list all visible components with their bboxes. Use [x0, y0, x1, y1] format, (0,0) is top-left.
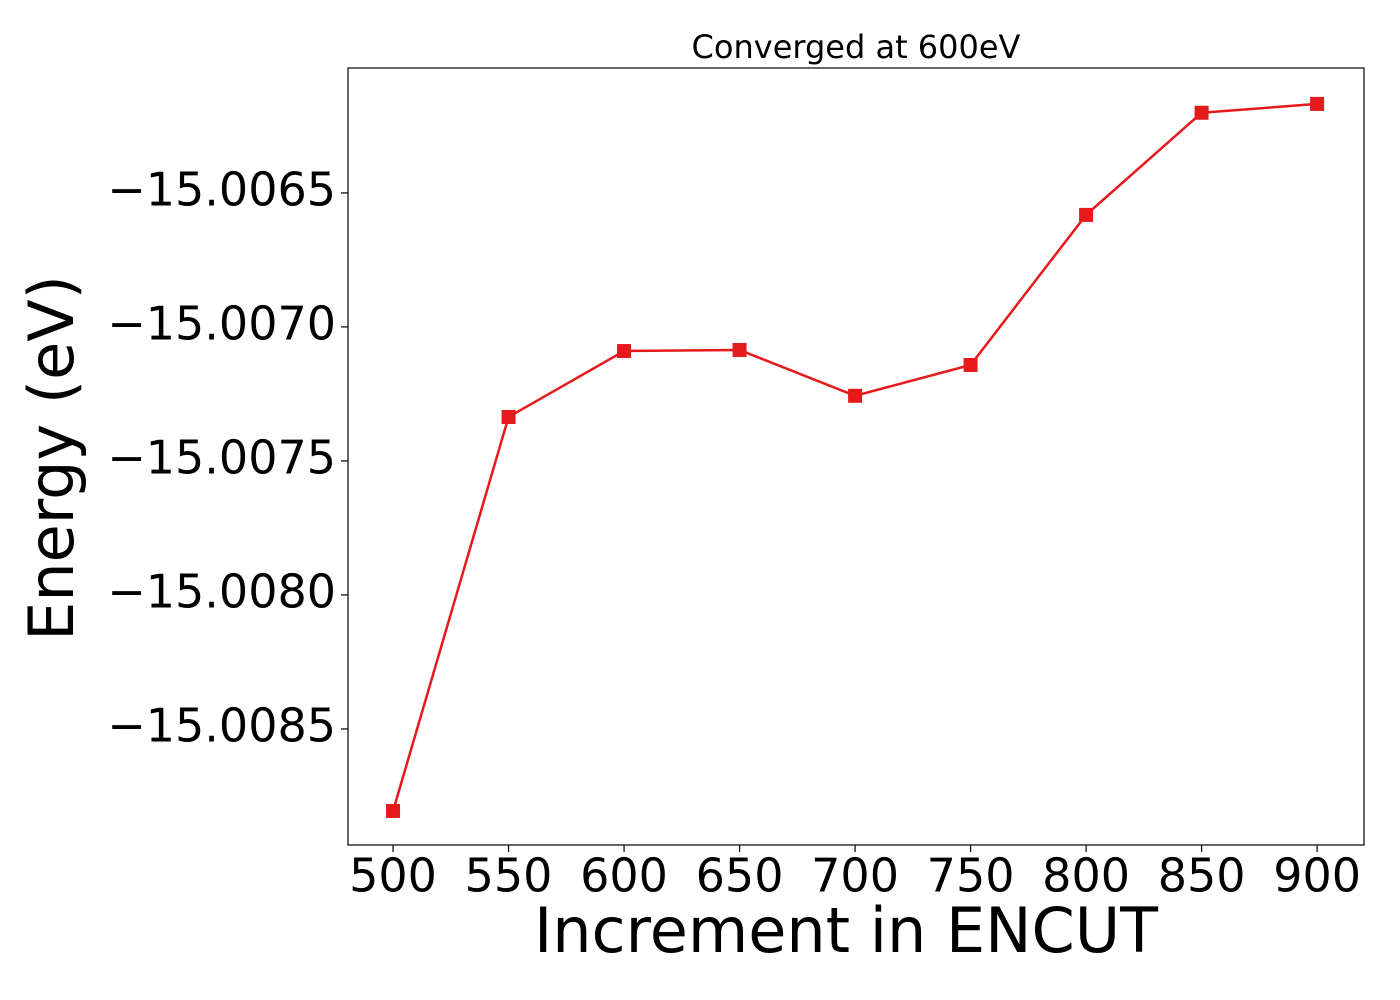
- y-tick-label: −15.0070: [107, 296, 336, 350]
- x-tick-label: 500: [349, 849, 437, 903]
- data-point: [386, 803, 401, 818]
- data-point: [617, 344, 632, 359]
- x-tick-label: 800: [1042, 849, 1130, 903]
- plot-frame: [347, 67, 1365, 846]
- x-tick-label: 700: [811, 849, 899, 903]
- y-tick-label: −15.0075: [107, 430, 336, 484]
- chart-title: Converged at 600eV: [692, 28, 1021, 66]
- x-tick-label: 650: [696, 849, 784, 903]
- y-tick-label: −15.0080: [107, 564, 336, 618]
- x-tick-label: 550: [465, 849, 553, 903]
- data-point: [1310, 96, 1325, 111]
- data-line: [391, 102, 1318, 812]
- data-point: [848, 388, 863, 403]
- y-tick-label: −15.0065: [107, 162, 336, 216]
- y-axis-label: Energy (eV): [15, 275, 88, 641]
- x-tick-label: 850: [1158, 849, 1246, 903]
- data-point: [1079, 207, 1094, 222]
- x-tick-label: 750: [927, 849, 1015, 903]
- x-tick-label: 600: [580, 849, 668, 903]
- data-point: [963, 357, 978, 372]
- data-point: [501, 409, 516, 424]
- x-axis-label: Increment in ENCUT: [534, 894, 1159, 967]
- data-point: [732, 342, 747, 357]
- x-tick-label: 900: [1273, 849, 1361, 903]
- data-point: [1194, 105, 1209, 120]
- y-tick-label: −15.0085: [107, 698, 336, 752]
